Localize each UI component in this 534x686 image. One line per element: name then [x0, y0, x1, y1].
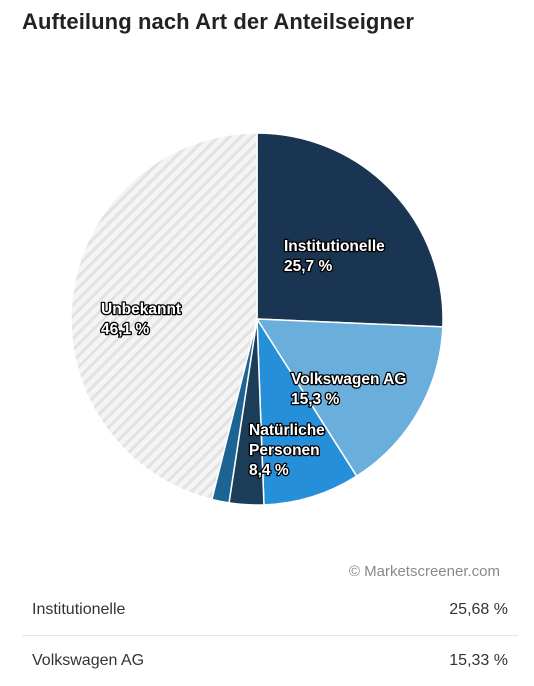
- slice-label: Unbekannt: [101, 301, 181, 318]
- table-row: Institutionelle 25,68 %: [22, 585, 518, 636]
- slice-label: Institutionelle: [284, 238, 385, 255]
- slice-label: 46,1 %: [101, 321, 149, 338]
- pie-labels: Institutionelle 25,7 % Volkswagen AG 15,3 %…: [100, 237, 408, 481]
- pie-chart: Institutionelle 25,7 % Volkswagen AG 15,3 %…: [70, 132, 444, 506]
- pie-slice: [256, 318, 444, 477]
- source-credit: © Marketscreener.com: [348, 563, 500, 580]
- slice-label: 15,3 %: [291, 391, 339, 408]
- pie-slice: [70, 132, 258, 501]
- pie-slice: [256, 132, 444, 328]
- slice-label: Natürliche: [249, 422, 325, 439]
- row-value: 15,33 %: [449, 652, 508, 669]
- slice-label: 25,7 %: [284, 258, 332, 275]
- slice-label: Volkswagen AG: [291, 371, 406, 388]
- slice-label: 8,4 %: [249, 462, 289, 479]
- holders-table: Institutionelle 25,68 % Volkswagen AG 15…: [22, 585, 518, 686]
- row-label: Volkswagen AG: [32, 652, 145, 669]
- row-value: 25,68 %: [449, 601, 508, 618]
- table-row: Volkswagen AG 15,33 %: [22, 636, 518, 686]
- row-label: Institutionelle: [32, 601, 126, 618]
- pie-slice: [256, 318, 358, 506]
- chart-title: Aufteilung nach Art der Anteilseigner: [22, 9, 414, 34]
- slice-label: Personen: [249, 442, 320, 459]
- pie-slices: [70, 132, 444, 506]
